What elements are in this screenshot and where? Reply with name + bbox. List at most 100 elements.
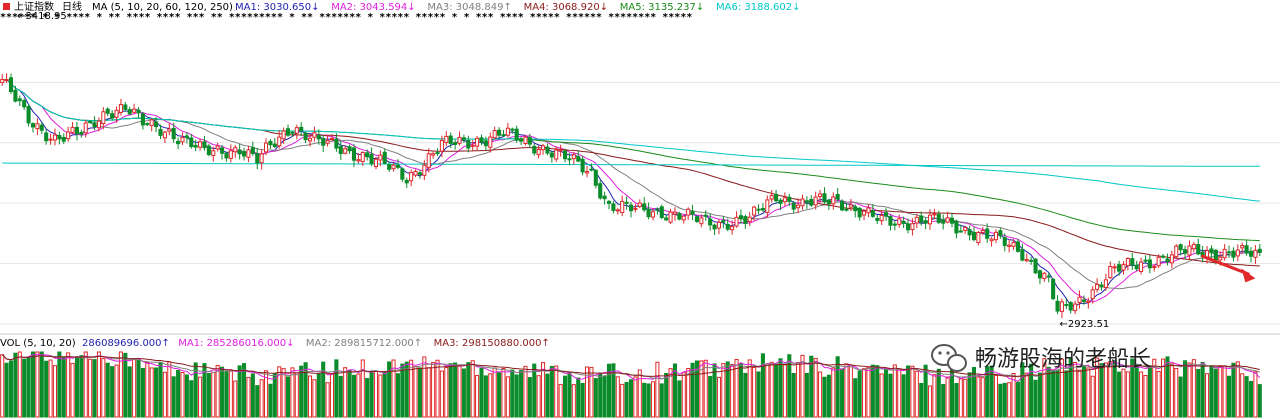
volume-bar — [1117, 371, 1122, 418]
volume-bar — [316, 372, 321, 418]
candle — [347, 144, 352, 154]
volume-bar — [417, 367, 422, 418]
volume-bar — [272, 373, 277, 418]
volume-bar — [1086, 367, 1091, 418]
candle — [1099, 281, 1104, 291]
candle — [316, 129, 321, 145]
volume-bar — [536, 375, 541, 418]
candle — [448, 132, 453, 148]
volume-bar — [343, 367, 348, 418]
volume-bar — [734, 359, 739, 418]
volume-bar — [488, 373, 493, 418]
ma-long-line — [2, 162, 1260, 167]
volume-bar — [523, 365, 528, 418]
candle — [400, 167, 405, 182]
volume-bar — [123, 352, 128, 418]
volume-bar — [198, 376, 203, 418]
volume-bar — [642, 382, 647, 418]
candle — [145, 122, 150, 127]
volume-bar — [848, 366, 853, 418]
volume-bar — [448, 363, 453, 418]
candle — [730, 220, 735, 235]
volume-bar — [862, 368, 867, 418]
volume-bar — [901, 374, 906, 418]
candle — [738, 209, 743, 224]
candle — [466, 135, 471, 153]
candle — [272, 137, 277, 148]
candle — [246, 145, 251, 163]
volume-bar — [61, 356, 66, 418]
volume-bar — [589, 366, 594, 418]
volume-bar — [905, 365, 911, 418]
candle — [1033, 258, 1038, 275]
volume-bar — [919, 382, 924, 418]
volume-bar — [844, 363, 849, 418]
volume-bar — [263, 370, 269, 418]
volume-bar — [52, 365, 58, 418]
volume-bar — [659, 383, 664, 418]
candle — [646, 202, 651, 220]
candle — [580, 155, 585, 176]
volume-bar — [708, 376, 713, 418]
candle — [694, 215, 699, 224]
volume-bar — [650, 381, 656, 418]
volume-bar — [246, 376, 251, 418]
candle — [66, 126, 71, 142]
price-panel: ←3418.95 ←2923.51 — [0, 11, 1280, 330]
volume-bar — [1029, 363, 1034, 418]
candle — [791, 201, 796, 214]
volume-bar — [299, 365, 304, 418]
volume-bar — [1020, 362, 1025, 418]
candle — [439, 135, 444, 158]
candle — [435, 148, 440, 156]
candle — [1020, 243, 1025, 262]
volume-bar — [840, 368, 845, 418]
candle — [1226, 245, 1232, 258]
candle — [1244, 240, 1249, 256]
volume-bar — [70, 362, 75, 418]
candle — [285, 124, 291, 137]
candle — [606, 200, 612, 210]
candle — [1029, 256, 1034, 265]
volume-bar — [716, 376, 721, 418]
volume-bar — [857, 370, 862, 418]
candle — [800, 194, 805, 210]
volume-bar — [1244, 376, 1249, 418]
candle — [1174, 243, 1179, 260]
candle — [796, 198, 801, 214]
volume-bar — [127, 366, 132, 418]
volume-bar — [193, 362, 198, 418]
volume-bar — [985, 366, 990, 418]
candle — [479, 134, 484, 146]
volume-bar — [1024, 372, 1029, 418]
volume-bar — [0, 354, 5, 418]
volume-bar — [413, 366, 418, 418]
volume-bar — [1209, 365, 1214, 418]
volume-bar — [206, 372, 211, 418]
volume-bar — [914, 370, 919, 418]
candle — [554, 146, 559, 162]
trend-arrow-head — [1241, 268, 1256, 283]
volume-bar — [549, 365, 554, 418]
legend-ma1-0: MA1: 3030.650↓ — [235, 2, 319, 13]
volume-bar — [1196, 368, 1201, 418]
candle — [1235, 244, 1240, 262]
volume-bar — [870, 364, 875, 418]
candle — [198, 138, 203, 151]
volume-bar — [400, 363, 405, 418]
volume-bar — [752, 366, 757, 418]
candle — [677, 211, 682, 221]
volume-bar — [699, 360, 704, 418]
candle — [1046, 272, 1051, 283]
volume-bar — [220, 366, 225, 418]
candle — [866, 204, 871, 218]
candle — [307, 133, 313, 147]
volume-bar — [1240, 373, 1245, 418]
index-marker-icon — [3, 3, 10, 10]
volume-bar — [242, 363, 247, 418]
candle — [167, 123, 172, 136]
candle — [44, 129, 49, 145]
candle — [747, 212, 752, 226]
legend-ma1-1: MA1: 285286016.000↓ — [178, 338, 294, 349]
volume-bar — [8, 360, 14, 418]
